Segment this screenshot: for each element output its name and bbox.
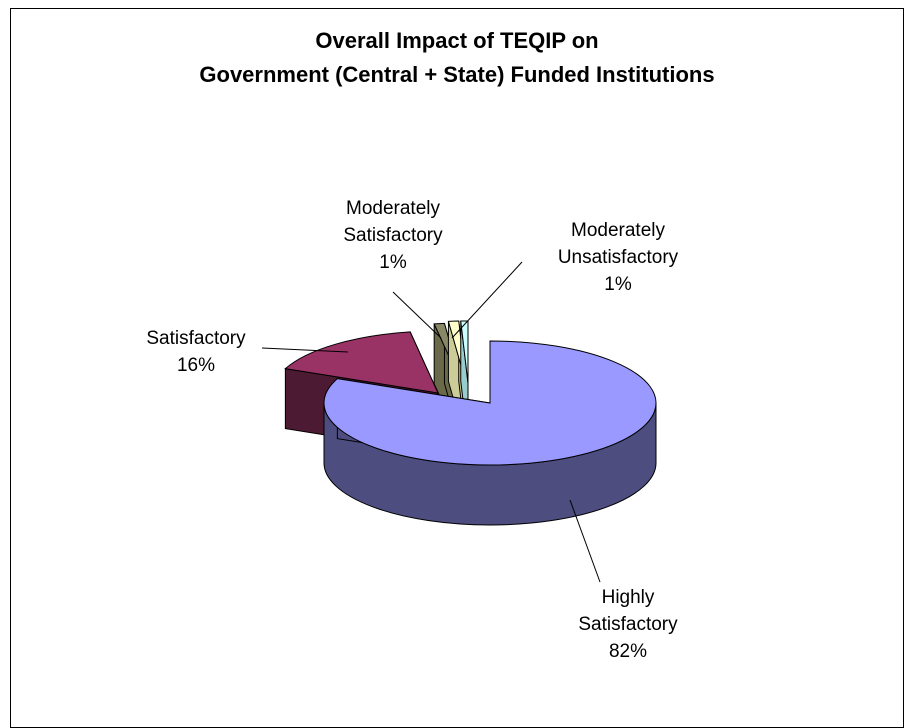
label-moderately-satisfactory-line-2: 1% [379,252,407,273]
chart-title-line-2: Government (Central + State) Funded Inst… [199,62,715,87]
chart-title-line-1: Overall Impact of TEQIP on [315,28,599,53]
label-highly-satisfactory-line-2: 82% [609,641,647,662]
leader-satisfactory [261,347,349,353]
pie-chart: Highly Satisfactory 82% Satisfactory 16% Mode… [146,198,678,662]
pie-tops [284,320,657,526]
label-moderately-satisfactory: Moderately Satisfactory 1% [343,198,443,273]
leader-highly-satisfactory [569,499,601,583]
label-moderately-satisfactory-line-0: Moderately [346,198,440,219]
label-moderately-unsatisfactory-line-1: Unsatisfactory [558,247,679,268]
label-satisfactory: Satisfactory 16% [146,328,246,376]
label-moderately-satisfactory-line-1: Satisfactory [343,225,443,246]
label-highly-satisfactory: Highly Satisfactory 82% [578,587,678,662]
label-satisfactory-line-1: 16% [177,355,215,376]
label-moderately-unsatisfactory: Moderately Unsatisfactory 1% [558,220,679,295]
label-moderately-unsatisfactory-line-2: 1% [604,274,632,295]
slice-top-highly-satisfactory [323,340,657,466]
pie-labels: Highly Satisfactory 82% Satisfactory 16% Mode… [146,198,678,662]
leader-moderately-satisfactory [392,291,442,339]
slice-top-satisfactory [284,331,439,394]
label-satisfactory-line-0: Satisfactory [146,328,246,349]
label-moderately-unsatisfactory-line-0: Moderately [571,220,665,241]
label-highly-satisfactory-line-1: Satisfactory [578,614,678,635]
slice-highly-satisfactory [323,340,657,526]
chart-title: Overall Impact of TEQIP on Government (C… [0,24,914,92]
label-highly-satisfactory-line-0: Highly [602,587,655,608]
leader-moderately-unsatisfactory [451,261,523,339]
